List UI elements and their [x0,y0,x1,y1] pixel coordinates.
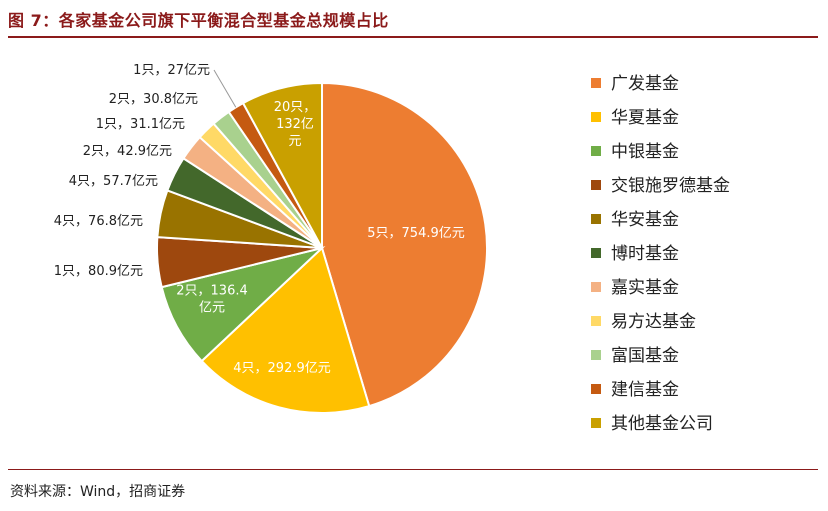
data-label-4: 1只，80.9亿元 [54,264,143,279]
legend-swatch-3 [591,146,601,156]
chart-title: 图 7：各家基金公司旗下平衡混合型基金总规模占比 [8,11,389,30]
data-label-11: 20只， 132亿元 [274,100,317,149]
legend-swatch-5 [591,214,601,224]
legend-entry-4: 交银施罗德基金 [611,176,730,196]
legend-swatch-6 [591,248,601,258]
source-note: 资料来源：Wind，招商证券 [10,484,186,500]
legend-entry-6: 博时基金 [611,244,679,264]
pie-slice-11 [241,81,323,249]
legend-swatch-4 [591,180,601,190]
pie-slice-1 [321,81,488,408]
data-label-10: 1只，27亿元 [133,63,210,78]
legend-swatch-9 [591,350,601,360]
title-rule [8,36,818,38]
data-label-6: 4只，57.7亿元 [69,174,158,189]
data-label-9: 2只，30.8亿元 [109,92,198,107]
legend-swatch-8 [591,316,601,326]
legend-entry-3: 中银基金 [611,142,679,162]
legend-entry-11: 其他基金公司 [611,414,713,434]
legend-entry-8: 易方达基金 [611,312,696,332]
pie-chart: 5只，754.9亿元 4只，292.9亿元 2只，136.4 亿元 1只，80.9亿元 4… [54,63,730,434]
legend-swatch-10 [591,384,601,394]
pie-slice-2 [200,246,371,414]
legend-swatch-1 [591,78,601,88]
legend-entry-5: 华安基金 [611,210,679,230]
legend-swatch-2 [591,112,601,122]
leader-line [213,69,237,108]
data-label-2: 4只，292.9亿元 [233,361,331,376]
legend-entry-2: 华夏基金 [611,108,679,128]
legend-entry-10: 建信基金 [611,380,679,400]
data-label-7: 2只，42.9亿元 [83,144,172,159]
data-label-8: 1只，31.1亿元 [96,117,185,132]
legend-entry-7: 嘉实基金 [611,278,679,298]
legend-swatch-11 [591,418,601,428]
legend-swatch-7 [591,282,601,292]
data-label-1: 5只，754.9亿元 [367,226,465,241]
data-label-3: 2只，136.4 亿元 [176,284,248,316]
legend-entry-9: 富国基金 [611,346,679,366]
data-label-5: 4只，76.8亿元 [54,214,143,229]
legend-entry-1: 广发基金 [611,74,679,94]
source-rule [8,469,818,470]
